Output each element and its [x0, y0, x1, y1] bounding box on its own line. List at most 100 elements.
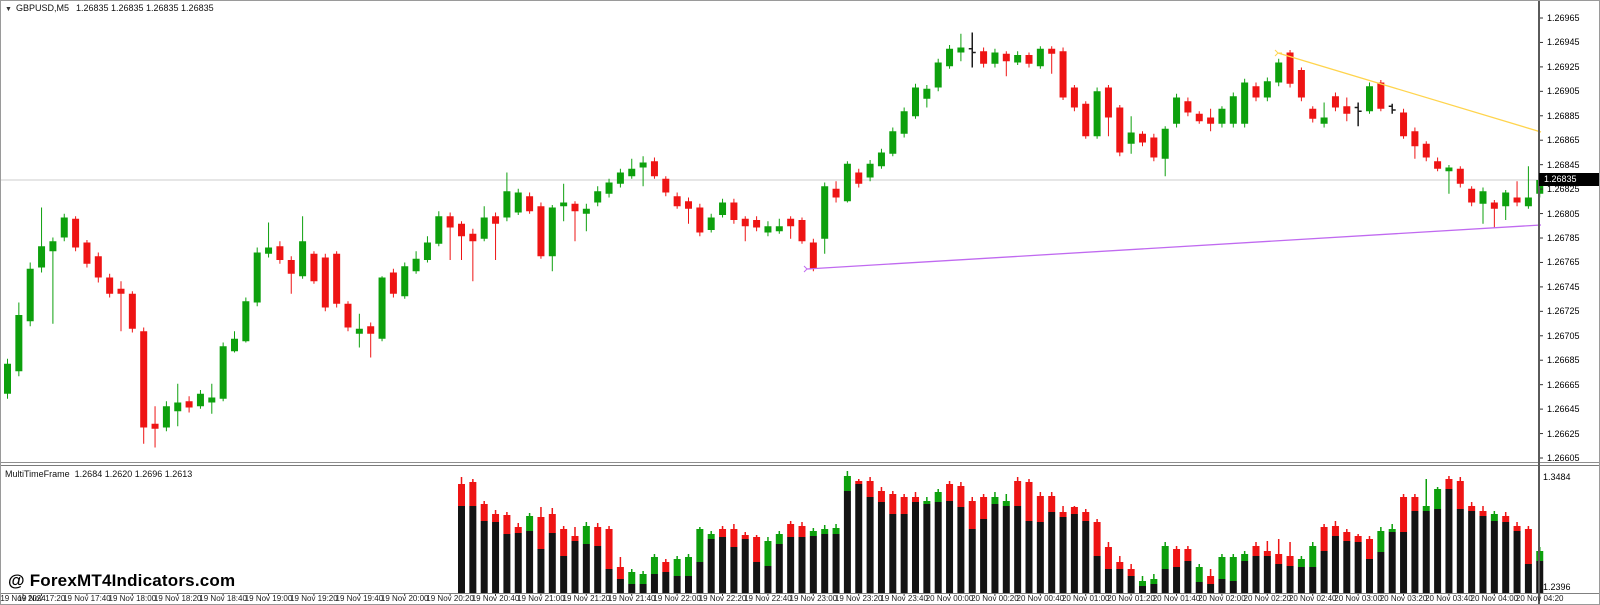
candle-down	[1116, 107, 1124, 153]
candle-down	[185, 401, 193, 408]
indicator-bar	[957, 507, 965, 593]
time-axis-label: 20 Nov 01:40	[1152, 594, 1201, 603]
indicator-bar	[1263, 556, 1271, 593]
time-axis-label: 19 Nov 23:00	[789, 594, 838, 603]
indicator-bar-cap	[480, 504, 488, 521]
indicator-bar-cap	[912, 497, 919, 502]
indicator-bar	[1173, 567, 1181, 593]
candle-up	[1366, 86, 1373, 112]
indicator-bar	[696, 562, 704, 593]
price-axis-label: 1.26905	[1547, 86, 1580, 97]
candle-up	[196, 393, 204, 407]
candle-down	[117, 288, 125, 294]
candle-down	[1070, 87, 1078, 108]
candle-down	[1195, 113, 1203, 122]
indicator-bar	[1218, 579, 1226, 593]
indicator-bar	[923, 504, 931, 593]
indicator-bar	[1036, 522, 1044, 593]
candle-up	[4, 363, 11, 394]
candle-down	[344, 303, 352, 328]
candle-up	[219, 346, 227, 399]
candle-up	[616, 172, 624, 184]
indicator-bar	[866, 497, 874, 593]
time-axis-label: 19 Nov 19:00	[244, 594, 293, 603]
indicator-bar-cap	[730, 529, 738, 547]
candle-up	[889, 131, 897, 154]
indicator-bar	[775, 544, 783, 593]
indicator-bar	[1468, 511, 1476, 593]
candle-up	[1445, 167, 1453, 172]
candle-down	[140, 331, 148, 428]
indicator-bar-cap	[1275, 554, 1283, 564]
candle-down	[1025, 55, 1033, 64]
indicator-bar-cap	[1161, 546, 1169, 569]
time-axis-label: 19 Nov 20:20	[426, 594, 474, 603]
candle-up	[821, 186, 829, 239]
time-axis-line	[1, 593, 1599, 594]
candle-down	[1184, 101, 1192, 113]
candle-up	[1229, 96, 1237, 124]
indicator-bar	[639, 584, 647, 593]
indicator-bar-cap	[775, 534, 783, 544]
candle-down	[1139, 133, 1146, 143]
indicator-bar	[1252, 556, 1260, 593]
time-axis-label: 19 Nov 22:20	[698, 594, 747, 603]
candle-up	[1093, 91, 1101, 137]
indicator-bar-cap	[1218, 557, 1226, 579]
candle-up	[435, 216, 443, 244]
indicator-bar-cap	[1479, 511, 1487, 516]
indicator-bar-cap	[503, 515, 511, 534]
resistance-trendline[interactable]	[1277, 52, 1542, 133]
indicator-bar-cap	[628, 572, 636, 584]
indicator-bar-cap	[753, 537, 761, 562]
chevron-down-icon[interactable]: ▼	[5, 6, 12, 13]
candle-up	[560, 202, 568, 207]
current-price-badge: 1.26835	[1539, 173, 1599, 186]
indicator-bar	[1343, 541, 1351, 593]
candle-up	[1479, 191, 1487, 204]
indicator-bar	[1116, 569, 1124, 593]
time-axis-label: 19 Nov 23:40	[880, 594, 928, 603]
indicator-bar	[1297, 567, 1305, 593]
candle-down	[1297, 70, 1305, 98]
candle-up	[934, 62, 942, 88]
time-axis-label: 19 Nov 21:20	[562, 594, 611, 603]
indicator-bar	[1434, 509, 1442, 593]
price-axis-label: 1.26885	[1547, 110, 1580, 121]
indicator-bar	[821, 534, 829, 593]
indicator-bar-cap	[1127, 569, 1135, 576]
candle-up	[49, 241, 57, 252]
pane-separator[interactable]	[1, 462, 1599, 466]
candle-down	[1468, 188, 1476, 203]
candle-up	[514, 192, 522, 213]
time-axis-label: 20 Nov 02:40	[1288, 594, 1337, 603]
indicator-bar-cap	[582, 526, 590, 544]
candle-up	[378, 277, 386, 339]
support-trendline[interactable]	[806, 224, 1542, 270]
indicator-bar	[560, 556, 568, 593]
candle-up	[775, 226, 783, 232]
indicator-bar-cap	[1456, 481, 1464, 509]
indicator-bar-cap	[1320, 527, 1328, 551]
indicator-bar-cap	[1263, 551, 1271, 556]
indicator-bar-cap	[1524, 529, 1532, 564]
indicator-bar-cap	[594, 527, 602, 546]
time-axis-label: 19 Nov 19:20	[290, 594, 338, 603]
candle-down	[458, 223, 465, 237]
indicator-bar-cap	[809, 531, 817, 536]
candle-down	[1104, 87, 1112, 118]
candle-down	[696, 207, 704, 233]
indicator-bar	[1479, 516, 1487, 593]
indicator-bar	[1139, 586, 1146, 593]
candle-down	[1207, 117, 1215, 124]
candle-down	[1252, 86, 1260, 98]
indicator-bar	[1127, 576, 1135, 593]
indicator-bar	[764, 566, 772, 593]
candle-up	[242, 301, 250, 342]
candle-up	[900, 111, 908, 134]
indicator-bar-cap	[866, 481, 874, 497]
candle-up	[912, 87, 919, 117]
price-axis-label: 1.26785	[1547, 232, 1580, 243]
candle-up	[1173, 97, 1181, 124]
